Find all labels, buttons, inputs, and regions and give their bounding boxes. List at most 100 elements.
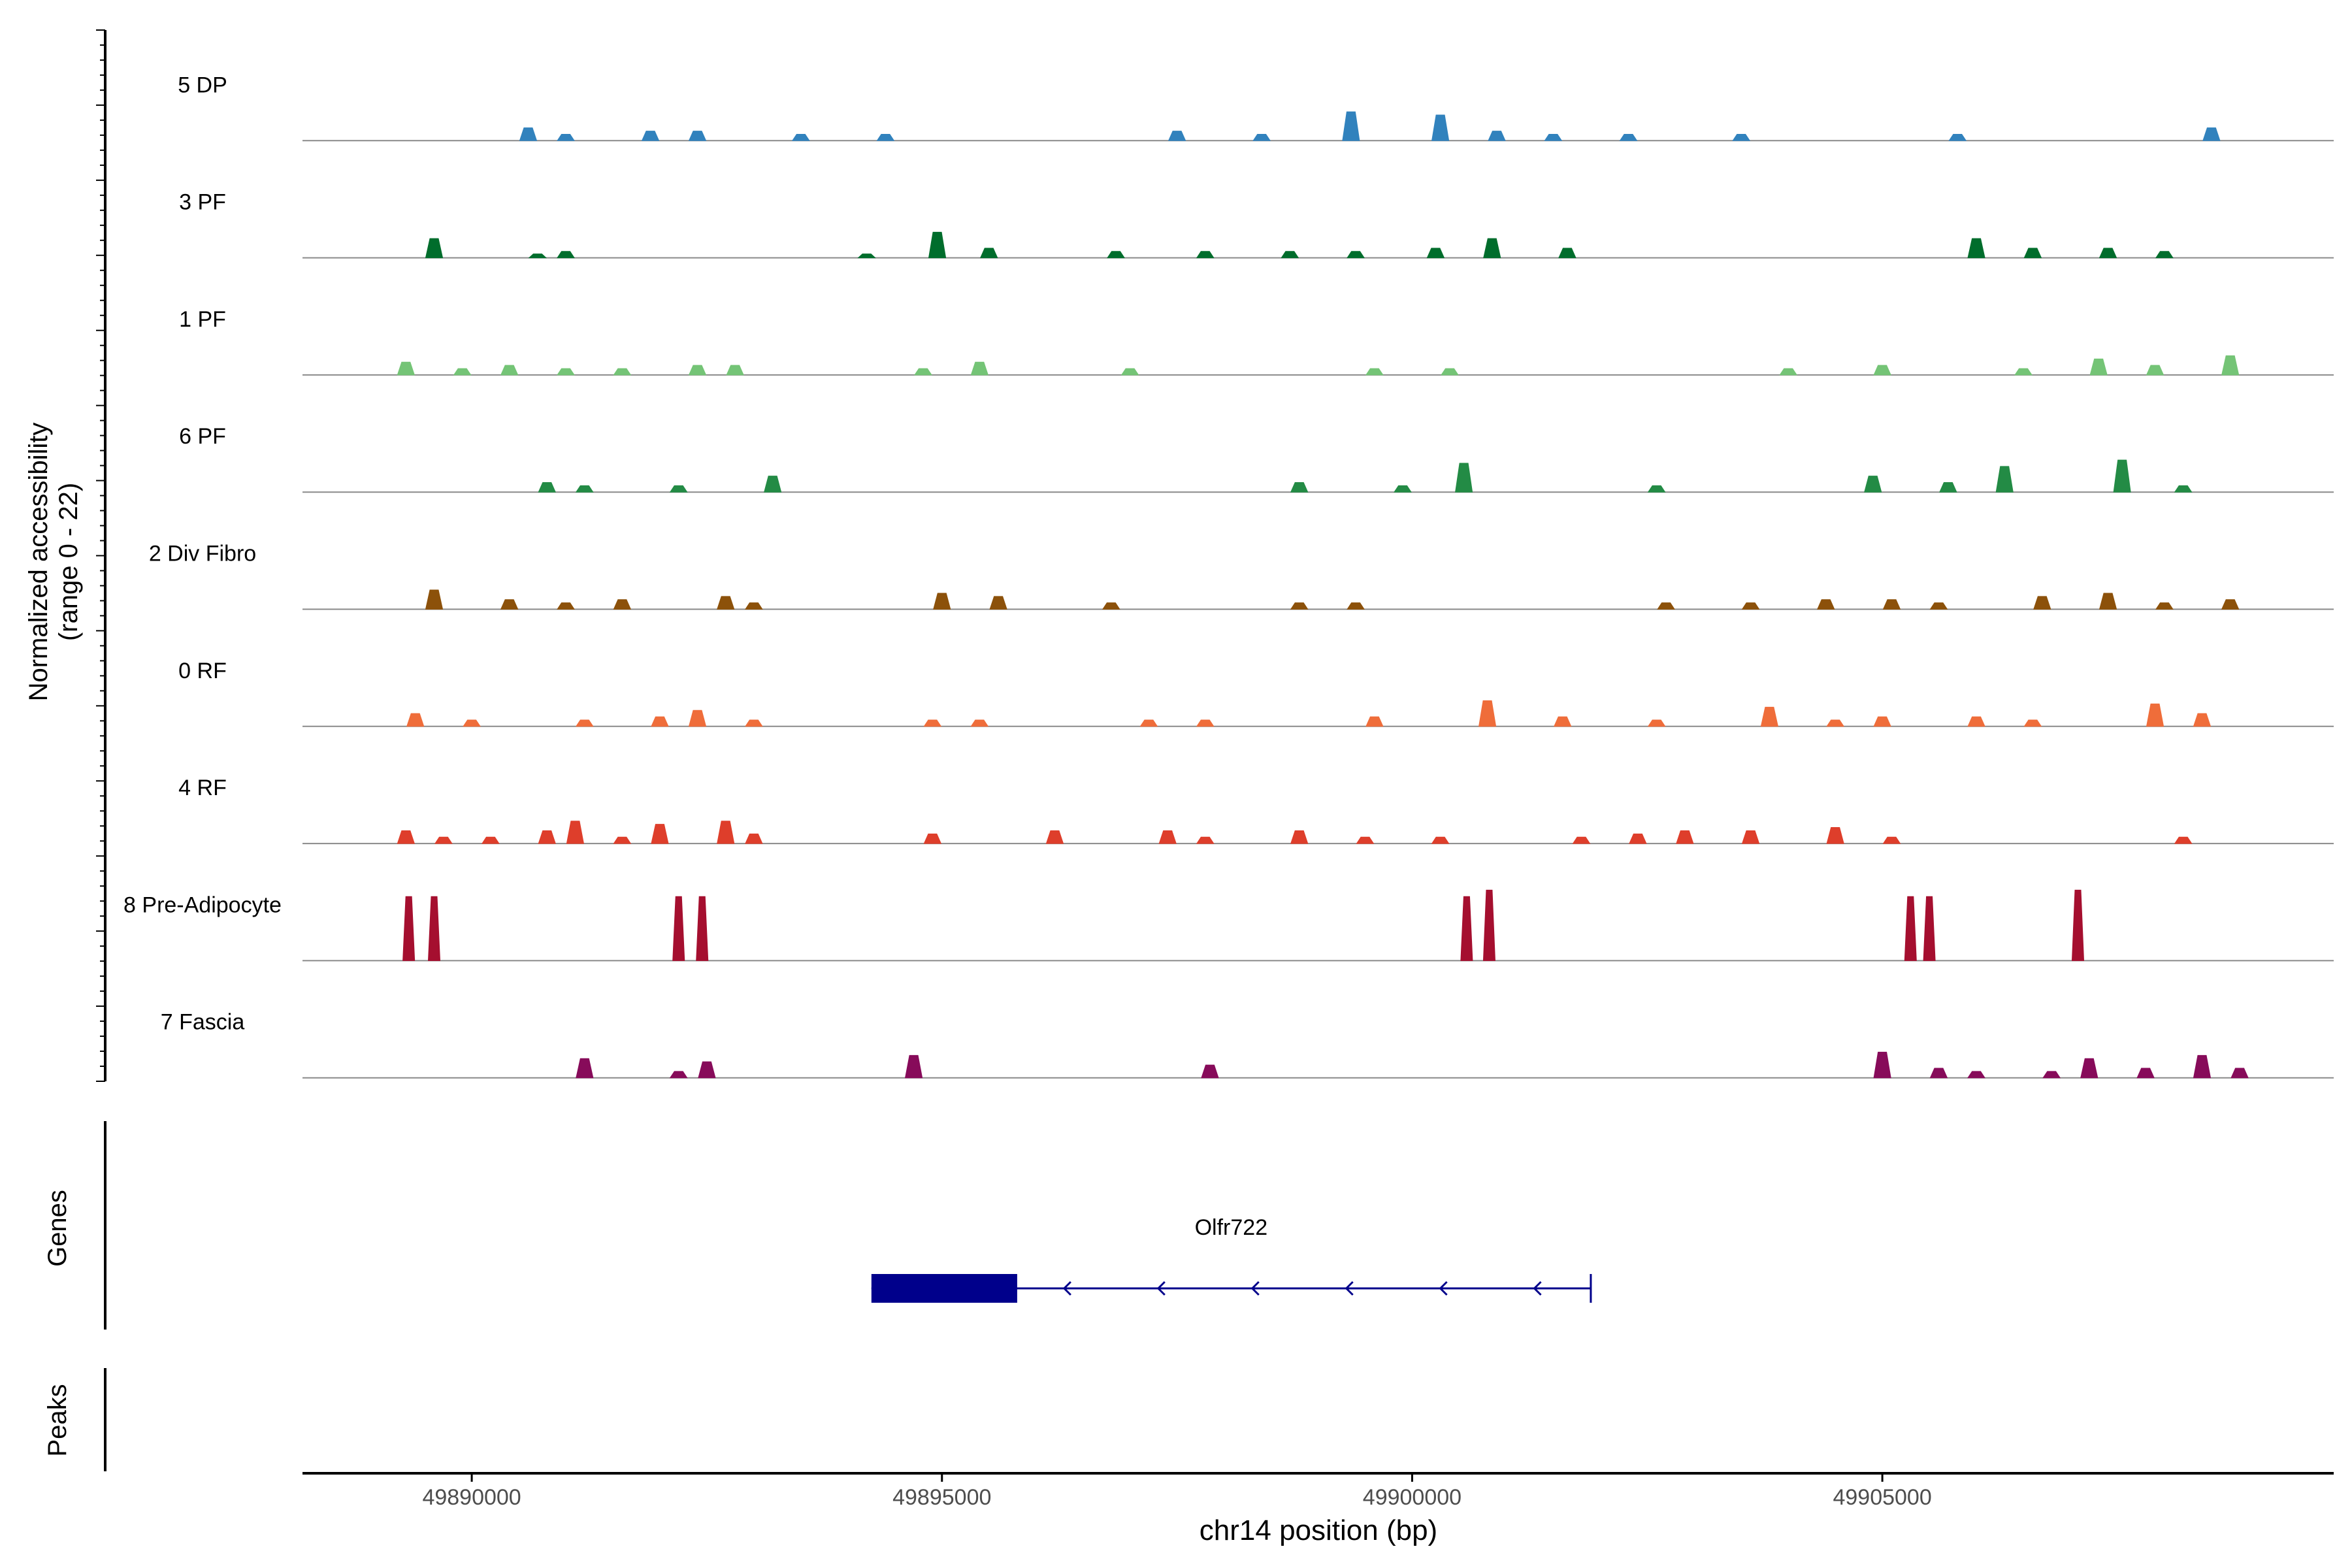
coverage-peak [1558, 248, 1576, 259]
coverage-peak [989, 596, 1007, 610]
coverage-peak [791, 133, 810, 141]
coverage-peak [434, 836, 453, 844]
coverage-peak [1342, 111, 1360, 141]
coverage-peak [1394, 485, 1412, 493]
coverage-peak [1120, 368, 1139, 376]
coverage-peak [1929, 1068, 1948, 1079]
track-label: 7 Fascia [161, 1010, 245, 1035]
x-axis: 49890000 49895000 49900000 49905000 [302, 1472, 2334, 1510]
track-label: 6 PF [179, 424, 226, 449]
y-axis-label: Normalized accessibility [24, 423, 53, 702]
coverage-peak [1347, 602, 1365, 610]
coverage-peak [538, 830, 556, 844]
peaks-panel-label: Peaks [43, 1384, 72, 1456]
coverage-peak [669, 1071, 688, 1079]
coverage-peak [1196, 836, 1215, 844]
coverage-peak [1882, 599, 1901, 610]
coverage-peak [1460, 896, 1473, 961]
coverage-peak [1478, 700, 1497, 727]
coverage-peak [519, 127, 538, 141]
coverage-peak [2099, 593, 2117, 610]
x-axis-label: chr14 position (bp) [1200, 1514, 1437, 1546]
coverage-peak [1923, 896, 1936, 961]
gene-exon [871, 1274, 1017, 1303]
coverage-peak [1826, 827, 1844, 844]
coverage-peak [1441, 368, 1459, 376]
coverage-peak [1483, 238, 1501, 259]
coverage-peak [688, 131, 707, 141]
x-axis-tick-label: 49905000 [1833, 1485, 1931, 1510]
coverage-peak [1741, 830, 1760, 844]
track-label: 4 RF [178, 776, 227, 800]
coverage-peak [613, 836, 632, 844]
gene-label: Olfr722 [1195, 1215, 1268, 1240]
track-labels: 5 DP 3 PF 1 PF 6 PF 2 Div Fibro 0 RF 4 RF 8 Pre… [123, 73, 282, 1034]
coverage-peak [669, 485, 688, 493]
coverage-peak [500, 365, 519, 376]
coverage-peak [500, 599, 519, 610]
coverage-peak [566, 821, 585, 844]
coverage-peak [576, 1058, 594, 1079]
coverage-peak [744, 719, 763, 727]
coverage-peak [2146, 703, 2164, 727]
coverage-peak [717, 596, 735, 610]
track-label: 5 DP [178, 73, 227, 97]
genes-panel [871, 1274, 1592, 1303]
coverage-peak [1619, 133, 1638, 141]
coverage-peak [425, 238, 444, 259]
coverage-peak [1196, 251, 1215, 259]
coverage-peak [397, 361, 416, 376]
track-label: 3 PF [179, 190, 226, 215]
coverage-peak [2155, 251, 2174, 259]
coverage-peak [1139, 719, 1158, 727]
coverage-peak [427, 896, 441, 961]
coverage-peak [2193, 1054, 2212, 1079]
coverage-peak [1826, 719, 1845, 727]
coverage-peak [2202, 127, 2221, 141]
coverage-peak [1290, 482, 1309, 493]
coverage-peak [2113, 459, 2131, 493]
coverage-peak [1629, 833, 1647, 844]
coverage-peak [2099, 248, 2117, 259]
coverage-peak [1196, 719, 1215, 727]
coverage-peak [764, 476, 782, 493]
coverage-peak [876, 133, 895, 141]
coverage-peak [1201, 1064, 1219, 1079]
coverage-peak [575, 485, 594, 493]
coverage-peak [1967, 238, 1985, 259]
coverage-peak [1816, 599, 1835, 610]
coverage-peak [1572, 836, 1591, 844]
coverage-peak [1045, 830, 1064, 844]
coverage-peak [1779, 368, 1798, 376]
coverage-peak [557, 133, 575, 141]
coverage-peak [688, 365, 707, 376]
x-axis-tick-label: 49890000 [422, 1485, 521, 1510]
genes-panel-label: Genes [43, 1190, 72, 1267]
coverage-peak [2033, 596, 2051, 610]
coverage-peak [613, 599, 632, 610]
coverage-peak [904, 1054, 923, 1079]
coverage-peak [970, 719, 989, 727]
coverage-peak [575, 719, 594, 727]
coverage-peak [1426, 248, 1445, 259]
track-label: 8 Pre-Adipocyte [123, 892, 282, 917]
coverage-peak [923, 719, 942, 727]
coverage-peak [402, 896, 416, 961]
coverage-peak [453, 368, 472, 376]
gene-strand-arrow [1439, 1281, 1448, 1296]
coverage-peak [1365, 716, 1384, 727]
coverage-peak [923, 833, 942, 844]
coverage-peak [406, 713, 425, 727]
coverage-peak [717, 821, 735, 844]
coverage-peak [2193, 713, 2212, 727]
coverage-peak [2230, 1068, 2249, 1079]
gene-strand-arrow [1156, 1281, 1166, 1296]
coverage-peak [2089, 358, 2108, 376]
coverage-peak [2071, 889, 2085, 961]
coverage-peak [672, 896, 685, 961]
coverage-peak [1904, 896, 1917, 961]
coverage-peak [1967, 716, 1985, 727]
coverage-peak [698, 1061, 716, 1079]
coverage-peak [1647, 485, 1666, 493]
